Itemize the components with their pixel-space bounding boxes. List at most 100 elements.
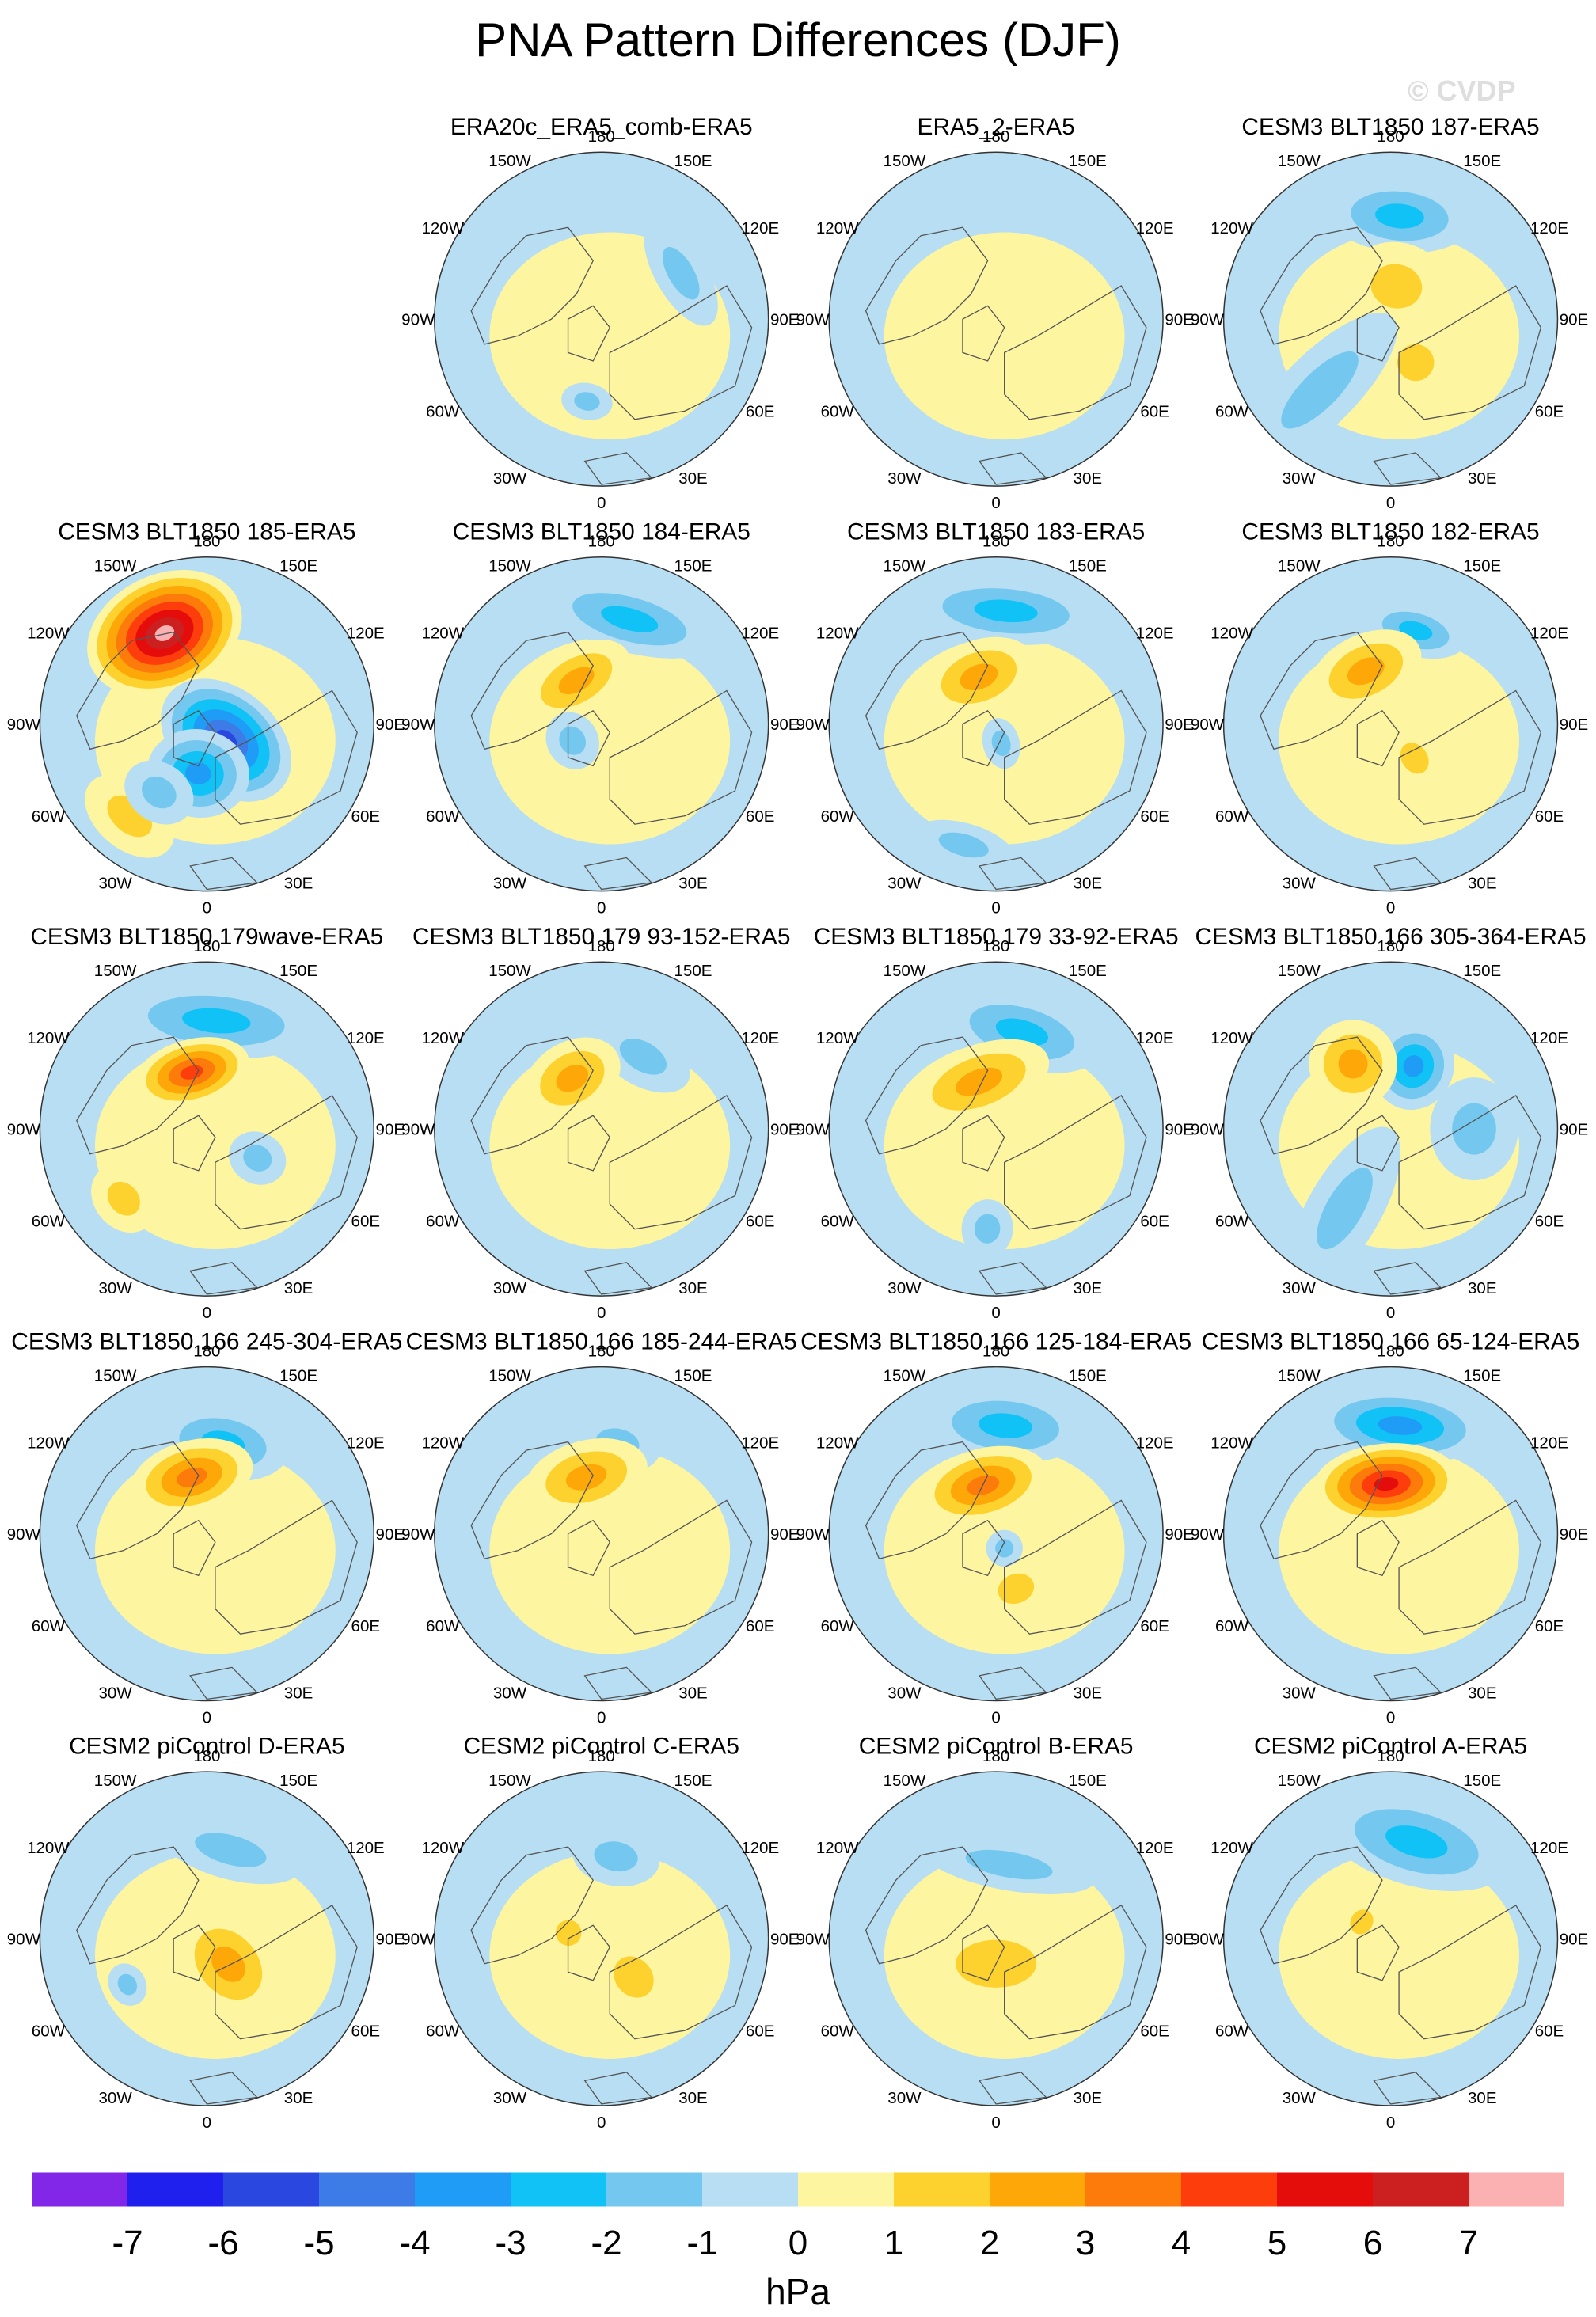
longitude-label: 150W (94, 1367, 137, 1385)
colorbar-tick-label: -1 (686, 2224, 717, 2262)
longitude-label: 120W (816, 219, 859, 237)
longitude-label: 60W (32, 2022, 66, 2040)
longitude-label: 120W (27, 1029, 70, 1047)
coastline (962, 709, 1005, 767)
longitude-label: 180 (982, 1747, 1009, 1765)
longitude-label: 150W (1278, 1367, 1320, 1385)
longitude-label: 60W (821, 2022, 855, 2040)
longitude-label: 150W (94, 1772, 137, 1790)
map-boundary (434, 1366, 770, 1702)
coastline (470, 1846, 594, 1965)
longitude-label: 150E (1463, 557, 1501, 575)
map-boundary (434, 961, 770, 1297)
colorbar-bin (319, 2172, 416, 2207)
longitude-label: 60E (1535, 2022, 1564, 2040)
coastline (962, 1519, 1005, 1577)
coastline (1356, 709, 1400, 767)
longitude-label: 180 (193, 533, 220, 551)
longitude-label: 150E (279, 962, 317, 980)
panel-title: CESM3 BLT1850 179wave-ERA5 (30, 924, 383, 950)
map-boundary (1222, 151, 1559, 487)
longitude-label: 90W (401, 1931, 435, 1949)
longitude-label: 90E (1560, 1121, 1589, 1139)
panel-title: CESM3 BLT1850 183-ERA5 (847, 518, 1145, 545)
coastline (1373, 452, 1442, 485)
longitude-label: 120E (1136, 1839, 1174, 1857)
longitude-label: 90E (1165, 1525, 1194, 1544)
longitude-label: 60E (1535, 402, 1564, 420)
longitude-label: 90W (1191, 1931, 1225, 1949)
coastline (1373, 2072, 1442, 2105)
coastline (1004, 1904, 1147, 2040)
longitude-label: 150W (488, 557, 531, 575)
longitude-label: 60E (746, 1617, 775, 1635)
longitude-label: 150W (488, 1367, 531, 1385)
longitude-label: 120W (1210, 1029, 1253, 1047)
negative-anomaly-contour (559, 726, 587, 755)
coastline (864, 631, 989, 750)
coastline (978, 857, 1047, 891)
longitude-label: 180 (982, 127, 1009, 146)
negative-anomaly-contour (1281, 351, 1358, 429)
longitude-label: 90W (796, 1121, 830, 1139)
longitude-label: 60W (1215, 807, 1249, 826)
longitude-label: 150E (674, 152, 712, 170)
longitude-label: 30W (1282, 2089, 1317, 2107)
coastline (470, 1036, 594, 1155)
longitude-label: 180 (588, 1747, 615, 1765)
longitude-label: 150E (1069, 1367, 1107, 1385)
longitude-label: 150E (1069, 1772, 1107, 1790)
panel-title: ERA5_2-ERA5 (918, 114, 1075, 140)
colorbar-bin (1085, 2172, 1182, 2207)
coastline (583, 857, 653, 891)
map-boundary (434, 1771, 770, 2106)
coastline (470, 226, 594, 345)
coastline (76, 1441, 200, 1560)
longitude-label: 180 (193, 937, 220, 955)
colorbar-bin (1469, 2172, 1565, 2207)
map-boundary (434, 556, 770, 892)
map-boundary (828, 1771, 1164, 2106)
longitude-label: 30E (1468, 1279, 1497, 1297)
longitude-label: 30W (493, 1279, 527, 1297)
negative-anomaly-contour (662, 247, 700, 300)
colorbar-tick-label: -4 (399, 2224, 430, 2262)
panel-title: CESM3 BLT1850 166 125-184-ERA5 (800, 1328, 1191, 1354)
longitude-label: 30W (887, 1279, 922, 1297)
longitude-label: 60W (426, 402, 460, 420)
longitude-label: 60E (746, 1212, 775, 1230)
panel-title: CESM3 BLT1850 179 93-152-ERA5 (412, 924, 790, 950)
colorbar-bin (606, 2172, 703, 2207)
coastline (1356, 1924, 1400, 1981)
panel-title: ERA20c_ERA5_comb-ERA5 (450, 114, 753, 140)
longitude-label: 120W (421, 624, 464, 642)
longitude-label: 90W (401, 1121, 435, 1139)
negative-anomaly-contour (978, 1413, 1033, 1438)
longitude-label: 30W (99, 1279, 133, 1297)
longitude-label: 150W (488, 1772, 531, 1790)
longitude-label: 90E (1165, 1121, 1194, 1139)
coastline (1356, 1519, 1400, 1577)
longitude-label: 30W (493, 2089, 527, 2107)
colorbar: -7 -6 -5 -4 -3 -2 -1 0 1 2 3 4 5 6 7 (31, 2171, 1565, 2262)
longitude-label: 0 (597, 1709, 606, 1727)
negative-anomaly-contour (185, 762, 211, 784)
longitude-label: 30E (284, 2089, 314, 2107)
longitude-label: 90E (1165, 1931, 1194, 1949)
coastline (1398, 1499, 1542, 1635)
coastline (173, 1924, 216, 1981)
longitude-label: 120W (27, 1434, 70, 1452)
positive-anomaly-contour (1338, 1049, 1368, 1079)
coastline (864, 1036, 989, 1155)
longitude-label: 150W (884, 1367, 926, 1385)
negative-anomaly-contour (995, 1018, 1049, 1046)
longitude-label: 150E (1463, 152, 1501, 170)
longitude-label: 90W (401, 1525, 435, 1544)
longitude-label: 0 (991, 1709, 1000, 1727)
longitude-label: 60E (746, 402, 775, 420)
longitude-label: 60E (1140, 807, 1169, 826)
